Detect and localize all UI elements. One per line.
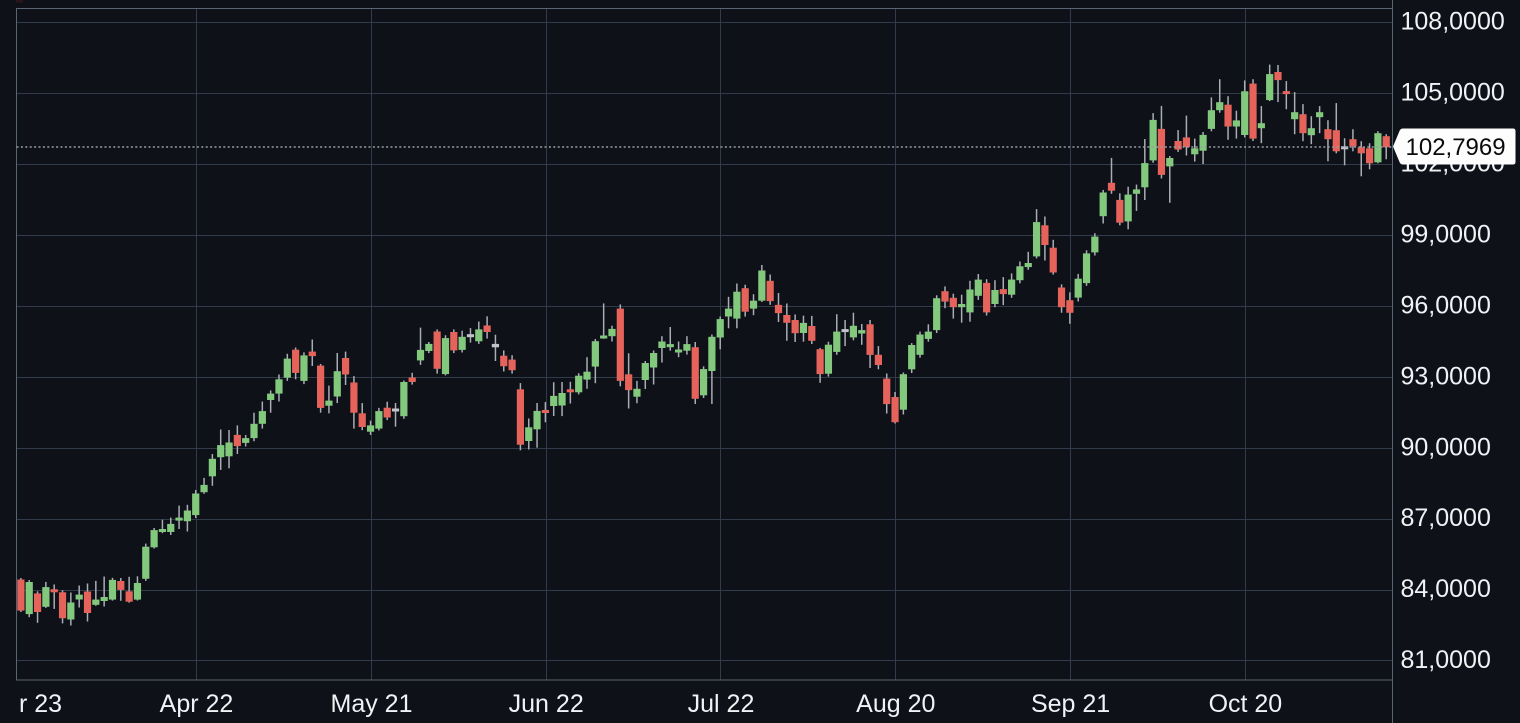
svg-text:Oct 20: Oct 20 — [1209, 690, 1283, 718]
svg-text:Sep 21: Sep 21 — [1031, 690, 1110, 718]
svg-text:May 21: May 21 — [331, 690, 413, 718]
svg-text:96,0000: 96,0000 — [1401, 291, 1491, 319]
svg-text:105,0000: 105,0000 — [1401, 79, 1505, 107]
svg-text:90,0000: 90,0000 — [1401, 433, 1491, 461]
svg-text:r 23: r 23 — [19, 690, 62, 718]
svg-text:108,0000: 108,0000 — [1401, 8, 1505, 36]
svg-text:99,0000: 99,0000 — [1401, 220, 1491, 248]
svg-text:Aug 20: Aug 20 — [856, 690, 935, 718]
svg-text:Jun 22: Jun 22 — [509, 690, 584, 718]
svg-text:Jul 22: Jul 22 — [688, 690, 755, 718]
svg-text:84,0000: 84,0000 — [1401, 575, 1491, 603]
svg-text:87,0000: 87,0000 — [1401, 504, 1491, 532]
svg-text:81,0000: 81,0000 — [1401, 646, 1491, 674]
svg-text:Apr 22: Apr 22 — [160, 690, 234, 718]
svg-text:93,0000: 93,0000 — [1401, 362, 1491, 390]
svg-text:102,7969: 102,7969 — [1406, 134, 1506, 161]
